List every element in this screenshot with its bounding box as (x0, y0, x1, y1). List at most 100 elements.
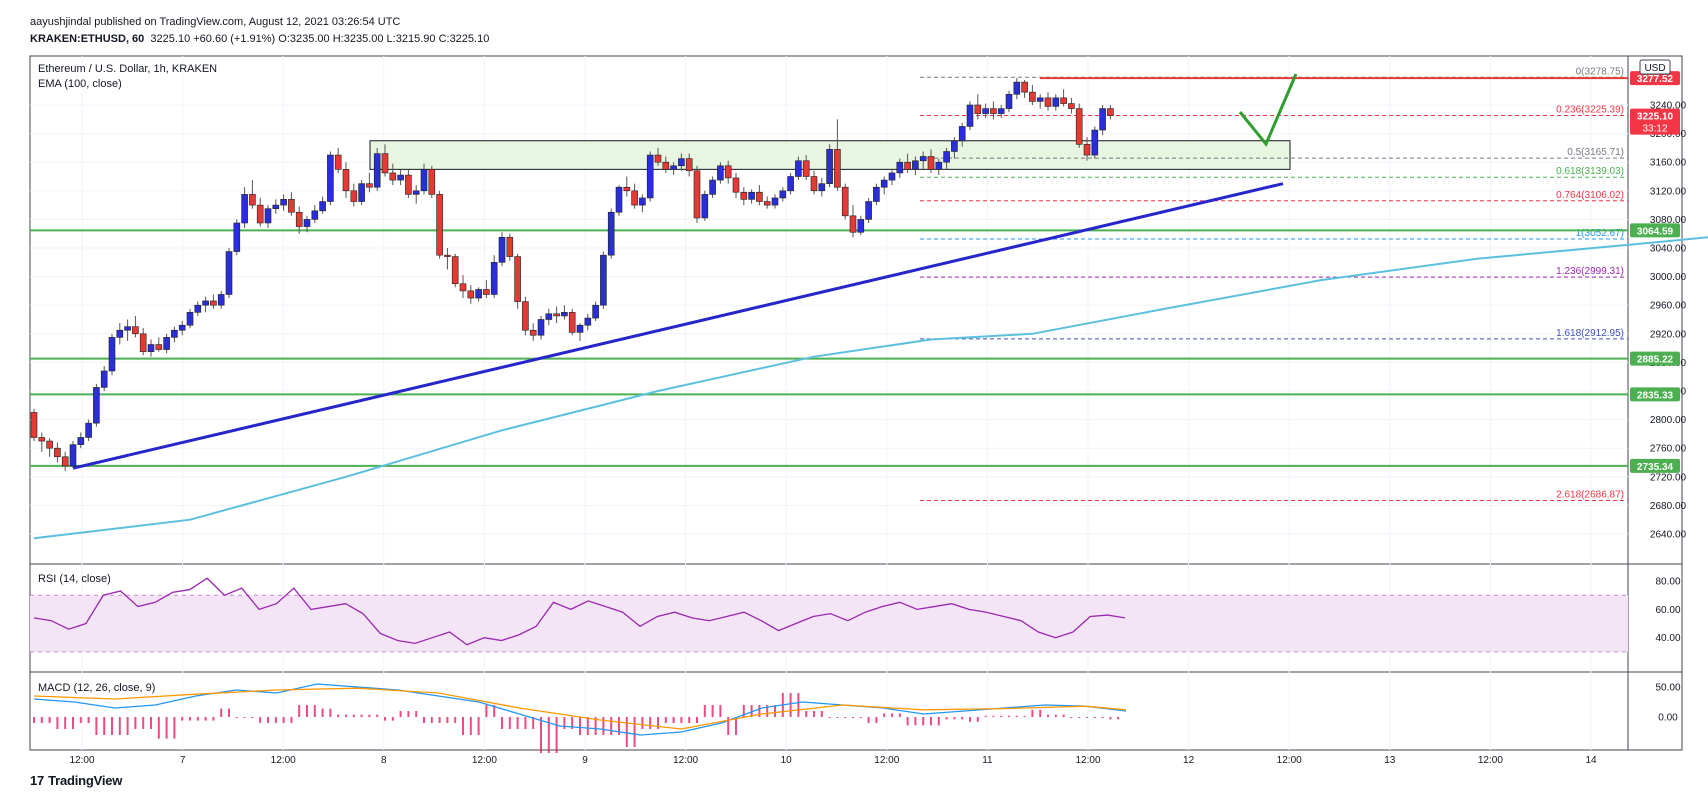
candle (358, 180, 365, 206)
candle-body (997, 108, 1005, 114)
candle-body (420, 169, 428, 192)
candle-body (919, 156, 927, 162)
macd-histogram-bar (493, 705, 496, 717)
candle-body (974, 104, 982, 114)
main-pane-title: Ethereum / U.S. Dollar, 1h, KRAKEN (38, 63, 217, 75)
candle-body (256, 204, 264, 224)
candle (537, 315, 545, 340)
time-tick-label: 12:00 (69, 755, 94, 766)
macd-histogram-bar (1078, 717, 1081, 718)
macd-histogram-bar (774, 705, 776, 717)
tradingview-logo[interactable]: 17 TradingView (30, 773, 123, 788)
macd-histogram-bar (937, 717, 940, 726)
macd-histogram-bar (243, 717, 246, 718)
candle-body (693, 170, 701, 219)
macd-histogram-bar (703, 705, 706, 717)
candle (787, 172, 794, 195)
candle-body (93, 387, 100, 424)
macd-histogram-bar (189, 717, 191, 721)
candle (412, 185, 420, 204)
candle-body (405, 174, 412, 195)
candle (38, 432, 46, 452)
macd-histogram-bar (664, 717, 667, 723)
candle (685, 153, 693, 177)
time-tick-label: 12:00 (673, 755, 698, 766)
candle (997, 105, 1005, 118)
macd-histogram-bar (173, 717, 176, 739)
candle-body (834, 149, 841, 188)
macd-histogram-bar (852, 717, 854, 718)
macd-histogram-bar (1023, 715, 1026, 717)
candle-body (888, 172, 896, 181)
candle (350, 183, 358, 207)
rsi-tick-label: 80.00 (1655, 577, 1680, 588)
macd-histogram-bar (126, 717, 129, 735)
macd-tick-label: 50.00 (1655, 683, 1680, 694)
chart-frame (29, 55, 1683, 751)
macd-histogram-bar (672, 717, 675, 723)
candle-body (1013, 81, 1021, 95)
candle (522, 296, 529, 336)
candle-body (1021, 81, 1028, 93)
signal-line (33, 687, 1127, 730)
price-tick-label: 3040.00 (1650, 244, 1687, 255)
macd-histogram-bar (594, 717, 597, 735)
price-badge: 3277.52 (1630, 71, 1680, 86)
macd-histogram-bar (430, 717, 433, 723)
candle-body (927, 156, 935, 170)
macd-histogram-bar (1000, 715, 1003, 717)
macd-histogram-bar (1086, 717, 1088, 718)
macd-histogram-bar (696, 717, 698, 723)
macd-histogram-bar (711, 705, 714, 717)
candle-body (295, 211, 303, 227)
macd-histogram-bar (337, 714, 340, 717)
macd-histogram-bar (64, 717, 67, 729)
candle-body (912, 160, 919, 170)
price-tick-label: 3000.00 (1650, 272, 1687, 283)
time-tick-label: 12:00 (271, 755, 296, 766)
fib-level-label: 0.618(3139.03) (1556, 166, 1624, 177)
macd-histogram-bar (352, 714, 355, 717)
candle (366, 172, 373, 193)
candle (241, 187, 248, 228)
tv-logo-icon: 17 (30, 773, 45, 788)
macd-histogram-bar (290, 717, 293, 723)
candle-body (1005, 93, 1013, 109)
macd-histogram-bar (469, 717, 472, 735)
candle (701, 190, 709, 221)
candle-body (483, 289, 490, 295)
candle (615, 185, 623, 216)
candle (1075, 103, 1083, 148)
candle (1091, 126, 1099, 159)
currency-button[interactable]: USD (1639, 59, 1671, 75)
candle (693, 165, 701, 223)
candle (77, 432, 85, 449)
candle-body (662, 161, 670, 170)
candle (1013, 77, 1021, 100)
candle-body (366, 183, 373, 188)
macd-histogram-bar (438, 717, 441, 723)
macd-histogram-bar (742, 705, 745, 717)
macd-histogram-bar (610, 717, 613, 735)
macd-histogram-bar (360, 714, 363, 717)
macd-histogram-bar (33, 717, 35, 723)
candle (904, 153, 911, 173)
candle (116, 323, 124, 345)
macd-histogram-bar (282, 717, 285, 723)
candle (639, 194, 646, 213)
symbol-name[interactable]: KRAKEN:ETHUSD, 60 (30, 33, 145, 45)
fib-level-label: 0(3278.75) (1576, 66, 1624, 77)
candle (584, 313, 592, 331)
macd-histogram-bar (688, 717, 691, 723)
macd-histogram-bar (1109, 717, 1112, 720)
candle (444, 248, 451, 270)
candle-body (311, 210, 319, 220)
candle (54, 442, 61, 463)
candle-body (217, 294, 225, 306)
candle-body (1052, 97, 1060, 107)
macd-histogram-bar (828, 717, 831, 718)
candle (717, 162, 724, 184)
candle-body (319, 201, 326, 212)
candle (740, 187, 748, 206)
